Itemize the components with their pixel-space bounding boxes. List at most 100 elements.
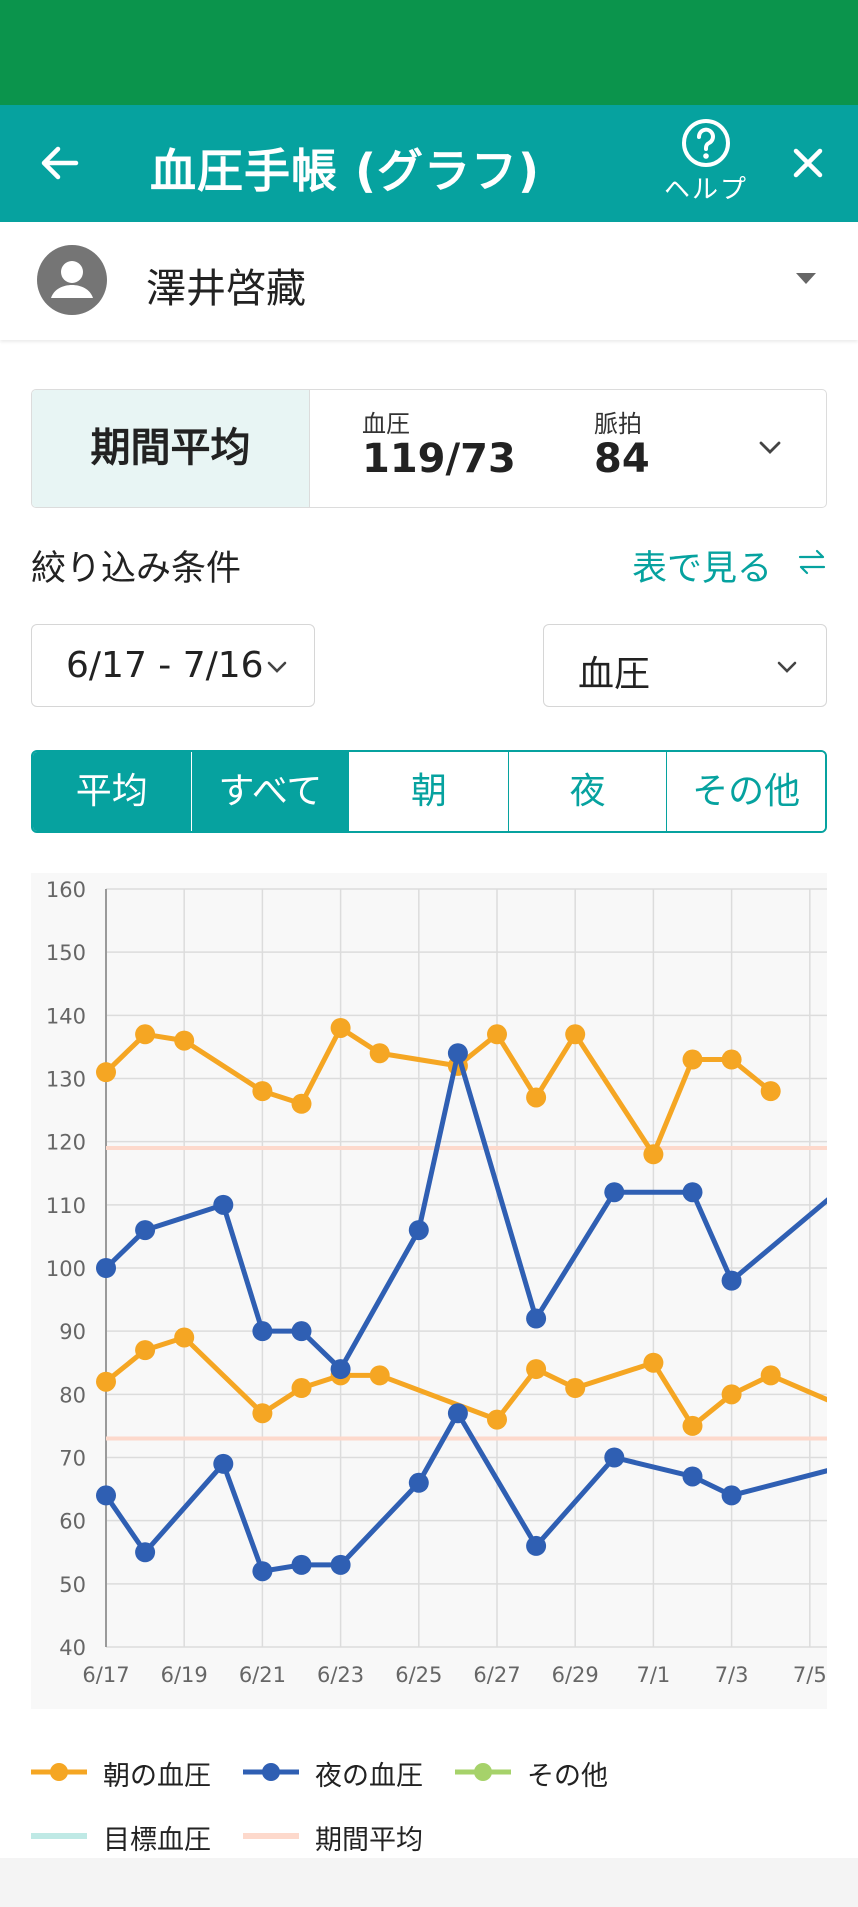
segment-night[interactable]: 夜: [508, 752, 668, 831]
data-point[interactable]: [213, 1453, 234, 1474]
segment-all[interactable]: すべて: [191, 752, 351, 831]
data-point[interactable]: [682, 1182, 703, 1203]
x-tick-label: 6/27: [473, 1663, 520, 1687]
data-point[interactable]: [408, 1472, 429, 1493]
y-tick-label: 120: [46, 1131, 86, 1155]
data-point[interactable]: [330, 1359, 351, 1380]
legend-label: その他: [527, 1761, 608, 1792]
data-point[interactable]: [291, 1093, 312, 1114]
data-point[interactable]: [252, 1403, 273, 1424]
period-average-summary[interactable]: 期間平均 血圧 119/73 脈拍 84: [31, 389, 827, 508]
user-selector[interactable]: 澤井啓藏: [0, 222, 858, 340]
data-point[interactable]: [682, 1466, 703, 1487]
help-button[interactable]: ヘルプ: [660, 117, 752, 213]
view-as-table-link[interactable]: 表で見る: [632, 549, 773, 589]
y-tick-label: 100: [46, 1257, 86, 1281]
bp-chart-svg: 40 50 60 70 80 90 100 110 120 130 140 150 160 6/17 6/1…: [46, 878, 827, 1687]
y-tick-label: 130: [46, 1068, 86, 1092]
data-point[interactable]: [213, 1194, 234, 1215]
data-point[interactable]: [760, 1081, 781, 1102]
data-point[interactable]: [135, 1024, 156, 1045]
data-point[interactable]: [721, 1049, 742, 1070]
x-tick-label: 7/5: [793, 1663, 827, 1687]
data-point[interactable]: [604, 1447, 625, 1468]
y-tick-label: 150: [46, 941, 86, 965]
data-point[interactable]: [526, 1359, 547, 1380]
pulse-label: 脈拍: [594, 410, 642, 438]
legend-swatch: [31, 1833, 87, 1839]
data-point[interactable]: [174, 1327, 195, 1348]
page-title: 血圧手帳 (グラフ): [150, 144, 541, 198]
data-point[interactable]: [643, 1352, 664, 1373]
data-point[interactable]: [682, 1049, 703, 1070]
data-point[interactable]: [721, 1270, 742, 1291]
chevron-down-icon: [758, 440, 782, 456]
x-tick-label: 6/29: [552, 1663, 599, 1687]
data-point[interactable]: [408, 1220, 429, 1241]
data-point[interactable]: [96, 1062, 116, 1083]
y-tick-label: 90: [59, 1320, 86, 1344]
data-point[interactable]: [135, 1340, 156, 1361]
series-line: [104, 1050, 827, 1372]
data-point[interactable]: [330, 1554, 351, 1575]
data-point[interactable]: [96, 1371, 116, 1392]
data-point[interactable]: [487, 1024, 507, 1045]
legend-swatch: [243, 1763, 299, 1781]
data-point[interactable]: [760, 1365, 781, 1386]
data-point[interactable]: [526, 1308, 547, 1329]
bp-value: 119/73: [362, 436, 516, 482]
data-point[interactable]: [643, 1144, 664, 1165]
y-tick-label: 50: [59, 1573, 86, 1597]
data-point[interactable]: [565, 1024, 586, 1045]
data-point[interactable]: [447, 1403, 468, 1424]
legend-swatch: [455, 1763, 511, 1781]
segment-morning[interactable]: 朝: [350, 752, 509, 831]
chevron-down-icon: [776, 659, 798, 673]
x-tick-label: 6/23: [317, 1663, 364, 1687]
data-point[interactable]: [447, 1043, 468, 1064]
data-point[interactable]: [291, 1554, 312, 1575]
legend-item-other: その他: [455, 1752, 655, 1792]
metric-select[interactable]: 血圧: [543, 624, 827, 707]
data-point[interactable]: [291, 1321, 312, 1342]
segment-other[interactable]: その他: [667, 752, 825, 831]
y-tick-label: 70: [59, 1447, 86, 1471]
legend-label: 夜の血圧: [315, 1761, 423, 1792]
date-range-value: 6/17 - 7/16: [66, 645, 264, 686]
data-point[interactable]: [369, 1365, 390, 1386]
data-point[interactable]: [526, 1087, 547, 1108]
data-point[interactable]: [369, 1043, 390, 1064]
data-point[interactable]: [174, 1030, 195, 1051]
swap-arrows-icon[interactable]: [796, 546, 828, 578]
legend-label: 期間平均: [315, 1825, 423, 1856]
date-range-select[interactable]: 6/17 - 7/16: [31, 624, 315, 707]
data-point[interactable]: [487, 1409, 507, 1430]
legend-swatch: [243, 1833, 299, 1839]
data-point[interactable]: [330, 1017, 351, 1038]
legend-item-morning: 朝の血圧: [31, 1752, 231, 1792]
filter-label: 絞り込み条件: [31, 549, 242, 589]
data-point[interactable]: [135, 1220, 156, 1241]
arrow-left-icon[interactable]: [36, 139, 84, 187]
data-point[interactable]: [604, 1182, 625, 1203]
app-bar: 血圧手帳 (グラフ) ヘルプ: [0, 105, 858, 222]
data-point[interactable]: [526, 1535, 547, 1556]
data-point[interactable]: [721, 1485, 742, 1506]
y-tick-label: 40: [59, 1636, 86, 1660]
data-point[interactable]: [96, 1485, 116, 1506]
data-point[interactable]: [721, 1384, 742, 1405]
data-point[interactable]: [565, 1378, 586, 1399]
time-segment-control: 平均 すべて 朝 夜 その他: [31, 750, 827, 833]
status-bar: [0, 0, 858, 105]
data-point[interactable]: [252, 1321, 273, 1342]
y-tick-label: 140: [46, 1004, 86, 1028]
close-icon[interactable]: [788, 143, 828, 183]
data-point[interactable]: [682, 1415, 703, 1436]
data-point[interactable]: [96, 1258, 116, 1278]
data-point[interactable]: [291, 1378, 312, 1399]
segment-average[interactable]: 平均: [33, 752, 192, 831]
data-point[interactable]: [135, 1542, 156, 1563]
data-point[interactable]: [252, 1561, 273, 1582]
caret-down-icon: [794, 270, 818, 286]
data-point[interactable]: [252, 1081, 273, 1102]
